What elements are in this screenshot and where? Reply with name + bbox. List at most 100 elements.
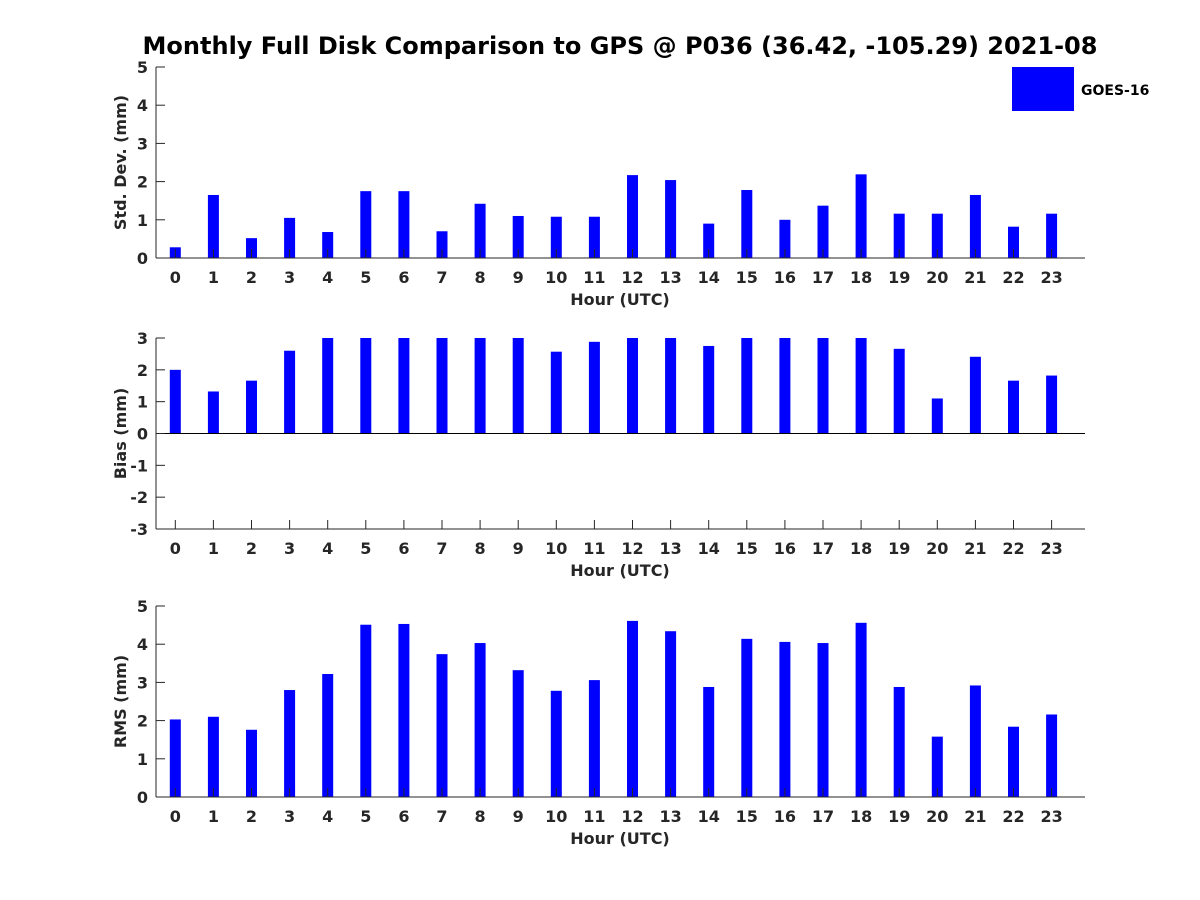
- x-tick-label: 0: [170, 539, 181, 558]
- y-tick-label: 4: [137, 635, 148, 654]
- x-tick-label: 20: [926, 807, 948, 826]
- x-tick-label: 23: [1040, 807, 1062, 826]
- x-tick-label: 21: [964, 807, 986, 826]
- bar-hour-9: [512, 215, 524, 258]
- y-tick-label: -1: [130, 456, 148, 475]
- bar-hour-4: [322, 674, 334, 797]
- x-tick-label: 8: [475, 268, 486, 287]
- legend: GOES-16: [1012, 67, 1149, 111]
- y-tick-label: 4: [137, 96, 148, 115]
- y-tick-label: 2: [137, 173, 148, 192]
- x-tick-label: 17: [812, 539, 834, 558]
- y-tick-label: 0: [137, 425, 148, 444]
- x-tick-label: 18: [850, 539, 872, 558]
- x-tick-label: 23: [1040, 539, 1062, 558]
- y-tick-label: 2: [137, 712, 148, 731]
- x-tick-label: 8: [475, 539, 486, 558]
- x-tick-label: 2: [246, 539, 257, 558]
- bar-hour-1: [207, 391, 219, 434]
- bar-hour-15: [741, 638, 753, 797]
- bar-hour-7: [436, 338, 448, 434]
- x-tick-label: 17: [812, 807, 834, 826]
- x-tick-label: 11: [583, 807, 605, 826]
- bar-hour-14: [703, 223, 715, 258]
- bar-hour-2: [246, 729, 257, 797]
- bar-hour-15: [741, 190, 753, 258]
- x-tick-label: 21: [964, 539, 986, 558]
- bar-hour-8: [474, 338, 486, 434]
- bar-hour-7: [436, 231, 448, 258]
- x-tick-label: 13: [659, 539, 681, 558]
- y-tick-label: 3: [137, 329, 148, 348]
- x-tick-label: 5: [360, 807, 371, 826]
- bar-hour-11: [588, 341, 600, 434]
- x-tick-label: 6: [398, 268, 409, 287]
- bar-hour-1: [207, 194, 219, 258]
- x-tick-label: 10: [545, 539, 567, 558]
- x-tick-label: 9: [513, 539, 524, 558]
- x-tick-label: 13: [659, 807, 681, 826]
- bar-hour-22: [1008, 380, 1019, 434]
- x-tick-label: 1: [208, 539, 219, 558]
- x-tick-label: 16: [774, 268, 796, 287]
- bar-hour-11: [588, 216, 600, 258]
- x-tick-label: 10: [545, 268, 567, 287]
- bar-hour-0: [169, 719, 181, 797]
- y-tick-label: 0: [137, 249, 148, 268]
- bar-hour-21: [969, 194, 981, 258]
- bar-hour-16: [779, 219, 791, 258]
- x-tick-label: 7: [436, 268, 447, 287]
- x-tick-label: 16: [774, 807, 796, 826]
- y-tick-label: 0: [137, 788, 148, 807]
- bar-hour-13: [665, 180, 677, 258]
- x-tick-label: 23: [1040, 268, 1062, 287]
- bar-hour-21: [969, 356, 981, 434]
- bar-hour-6: [398, 623, 410, 797]
- bar-hour-23: [1046, 375, 1058, 434]
- x-tick-label: 10: [545, 807, 567, 826]
- bar-hour-19: [893, 686, 905, 797]
- x-tick-label: 14: [698, 268, 720, 287]
- bar-hour-2: [246, 238, 257, 258]
- legend-label-goes-16: GOES-16: [1081, 83, 1149, 99]
- y-tick-label: 1: [137, 750, 148, 769]
- bar-hour-20: [931, 736, 943, 797]
- x-tick-label: 15: [736, 539, 758, 558]
- bar-hour-7: [436, 654, 448, 797]
- bar-hour-10: [550, 351, 562, 434]
- y-tick-label: 3: [137, 134, 148, 153]
- y-tick-label: 5: [137, 58, 148, 77]
- bar-hour-10: [550, 690, 562, 797]
- bar-hour-18: [855, 338, 867, 434]
- bar-hour-11: [588, 680, 600, 797]
- bar-hour-10: [550, 216, 562, 258]
- bar-hour-20: [931, 398, 943, 434]
- bar-hour-3: [284, 690, 296, 797]
- bar-hour-18: [855, 174, 867, 258]
- bar-hour-17: [817, 643, 829, 797]
- x-tick-label: 9: [513, 807, 524, 826]
- y-tick-label: -2: [130, 488, 148, 507]
- x-tick-label: 20: [926, 268, 948, 287]
- bar-hour-5: [360, 338, 372, 434]
- bar-hour-8: [474, 203, 486, 258]
- bar-hour-12: [627, 338, 638, 434]
- x-tick-label: 7: [436, 807, 447, 826]
- bar-hour-23: [1046, 714, 1058, 797]
- bar-hour-22: [1008, 226, 1019, 258]
- bar-hour-22: [1008, 726, 1019, 797]
- bar-hour-17: [817, 338, 829, 434]
- x-tick-label: 5: [360, 539, 371, 558]
- bar-hour-3: [284, 217, 296, 258]
- x-tick-label: 20: [926, 539, 948, 558]
- x-tick-label: 18: [850, 807, 872, 826]
- x-tick-label: 1: [208, 807, 219, 826]
- x-tick-label: 12: [621, 539, 643, 558]
- bar-hour-14: [703, 686, 715, 797]
- bar-hour-5: [360, 191, 372, 258]
- bar-hour-23: [1046, 213, 1058, 258]
- x-tick-label: 5: [360, 268, 371, 287]
